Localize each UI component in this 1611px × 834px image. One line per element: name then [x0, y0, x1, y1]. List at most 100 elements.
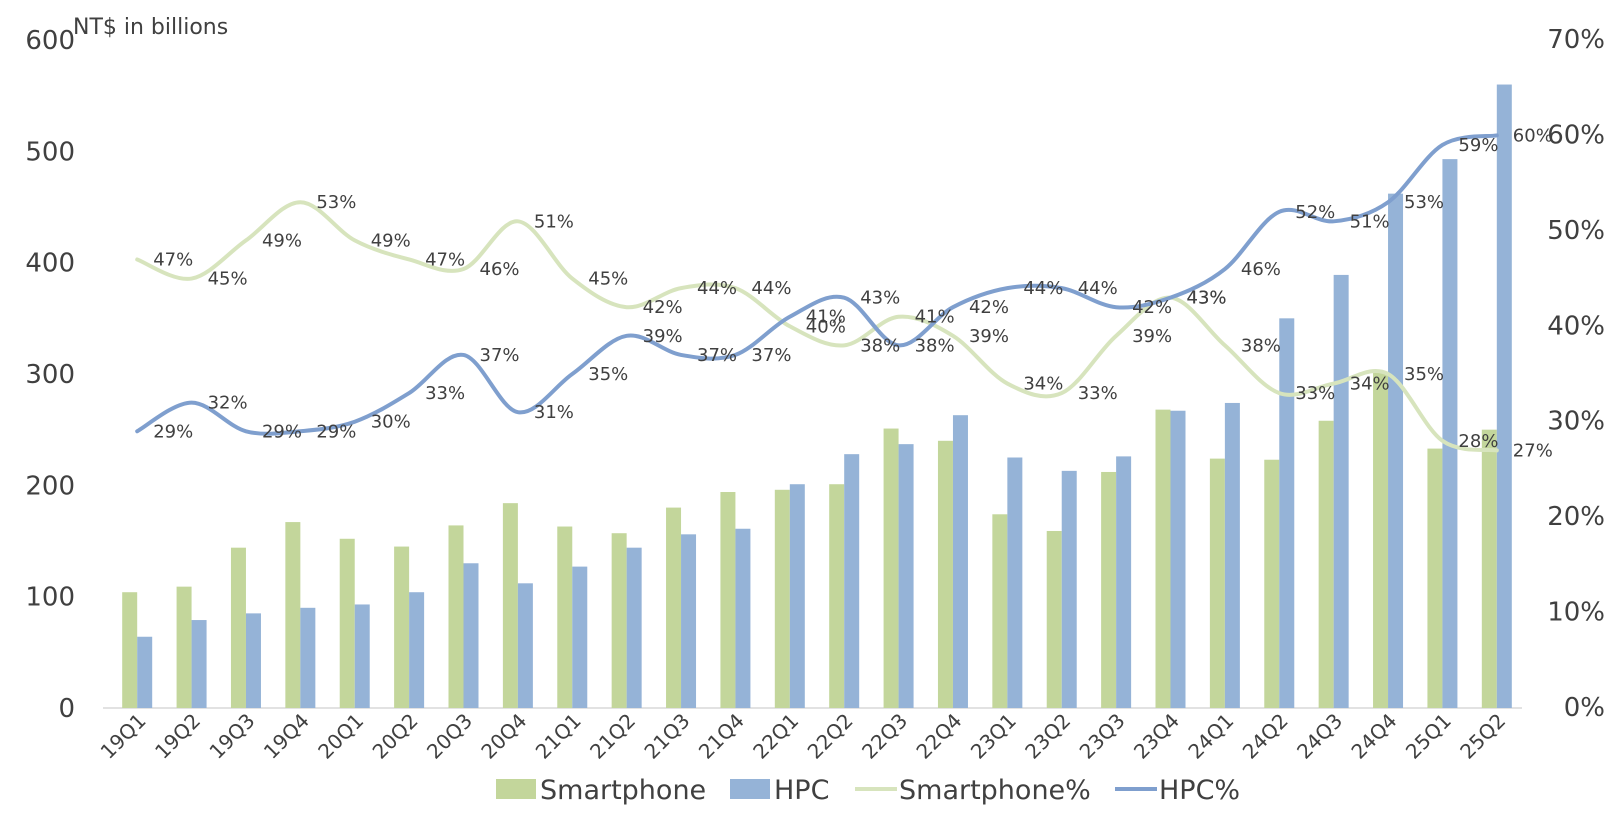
hpc-pct-data-label: 52% [1295, 202, 1335, 223]
left-tick-label: 200 [25, 471, 75, 501]
smartphone-pct-data-label: 39% [969, 326, 1009, 347]
smartphone-bar [557, 526, 573, 708]
smartphone-pct-data-label: 38% [860, 335, 900, 356]
hpc-pct-data-label: 39% [643, 326, 683, 347]
hpc-pct-data-label: 35% [588, 364, 628, 385]
smartphone-bar [611, 533, 627, 708]
hpc-pct-data-label: 37% [480, 345, 520, 366]
smartphone-pct-data-label: 40% [806, 316, 846, 337]
smartphone-pct-data-label: 49% [262, 230, 302, 251]
x-tick-label: 23Q1 [966, 709, 1021, 764]
x-tick-label: 24Q2 [1238, 709, 1293, 764]
hpc-pct-data-label: 29% [316, 421, 356, 442]
smartphone-pct-legend-label: Smartphone% [899, 775, 1091, 806]
hpc-bar [1496, 84, 1512, 709]
right-tick-label: 70% [1547, 25, 1605, 55]
right-tick-label: 20% [1547, 502, 1605, 532]
hpc-bar [952, 415, 968, 708]
right-tick-label: 50% [1547, 216, 1605, 246]
hpc-bar [1333, 274, 1349, 708]
x-tick-label: 25Q2 [1455, 709, 1510, 764]
hpc-pct-data-label: 31% [534, 402, 574, 423]
x-tick-label: 24Q4 [1346, 709, 1401, 764]
hpc-pct-line [135, 133, 1499, 436]
smartphone-legend-label: Smartphone [540, 775, 706, 806]
hpc-bar [137, 636, 153, 708]
x-tick-label: 23Q3 [1075, 709, 1130, 764]
x-tick-label: 20Q1 [313, 709, 368, 764]
smartphone-bar [1373, 371, 1389, 708]
smartphone-bar [1155, 409, 1171, 708]
x-tick-label: 21Q2 [585, 709, 640, 764]
smartphone-pct-data-label: 45% [588, 269, 628, 290]
hpc-bar [735, 528, 751, 708]
smartphone-pct-data-label: 44% [697, 278, 737, 299]
hpc-bar [1116, 456, 1132, 708]
hpc-pct-data-label: 42% [969, 297, 1009, 318]
right-tick-label: 40% [1547, 311, 1605, 341]
hpc-bar [626, 547, 642, 708]
hpc-pct-data-label: 29% [262, 421, 302, 442]
smartphone-bar [1427, 448, 1443, 708]
hpc-pct-data-label: 37% [751, 345, 791, 366]
x-tick-label: 19Q1 [96, 709, 151, 764]
hpc-bar [1007, 457, 1023, 708]
hpc-bar [789, 484, 805, 708]
hpc-pct-data-label: 30% [371, 412, 411, 433]
smartphone-bar [774, 489, 790, 708]
smartphone-bar [992, 514, 1008, 708]
smartphone-bar [448, 525, 464, 708]
hpc-bar [409, 592, 425, 708]
legend: Smartphone HPC Smartphone% HPC% [496, 775, 1240, 806]
hpc-pct-data-label: 60% [1513, 125, 1553, 146]
x-tick-label: 20Q2 [368, 709, 423, 764]
hpc-bar [300, 607, 316, 708]
x-tick-label: 25Q1 [1401, 709, 1456, 764]
x-tick-label: 21Q3 [639, 709, 694, 764]
smartphone-bar [1481, 429, 1497, 708]
smartphone-bar [666, 507, 682, 708]
x-tick-label: 22Q2 [803, 709, 858, 764]
smartphone-bar [230, 547, 246, 708]
x-tick-label: 20Q4 [476, 709, 531, 764]
hpc-bar [1279, 318, 1295, 708]
hpc-bar [245, 613, 261, 708]
smartphone-bar [1046, 530, 1062, 708]
x-tick-label: 22Q4 [911, 709, 966, 764]
smartphone-bar [1209, 458, 1225, 708]
smartphone-pct-data-label: 47% [153, 249, 193, 270]
hpc-pct-data-label: 42% [1132, 297, 1172, 318]
left-tick-label: 0 [58, 694, 75, 724]
hpc-bar [572, 566, 588, 708]
hpc-pct-data-label: 53% [1404, 192, 1444, 213]
x-tick-label: 20Q3 [422, 709, 477, 764]
smartphone-pct-data-label: 35% [1404, 364, 1444, 385]
data-labels: 47% 45% 49% 53% 49% 47% 46% 51% 45% 42% 44% 44% 40% 3… [153, 125, 1553, 461]
smartphone-bar [285, 522, 301, 708]
smartphone-pct-line [135, 200, 1499, 453]
smartphone-pct-data-label: 44% [751, 278, 791, 299]
hpc-bar [844, 454, 860, 708]
smartphone-bar [176, 586, 192, 708]
hpc-bar [1224, 402, 1240, 708]
hpc-legend-swatch [730, 779, 770, 799]
hpc-bar [1061, 470, 1077, 708]
hpc-pct-data-label: 38% [915, 335, 955, 356]
smartphone-pct-data-label: 43% [1187, 288, 1227, 309]
x-tick-label: 19Q2 [150, 709, 205, 764]
hpc-pct-data-label: 44% [1023, 278, 1063, 299]
hpc-bar [463, 563, 479, 708]
right-tick-label: 10% [1547, 598, 1605, 628]
smartphone-pct-data-label: 34% [1023, 374, 1063, 395]
x-tick-label: 21Q4 [694, 709, 749, 764]
hpc-pct-data-label: 33% [425, 383, 465, 404]
smartphone-pct-data-label: 49% [371, 230, 411, 251]
smartphone-pct-data-label: 46% [480, 259, 520, 280]
x-tick-label: 23Q4 [1129, 709, 1184, 764]
hpc-bar [191, 620, 207, 708]
hpc-bar [1442, 159, 1458, 709]
smartphone-bar [339, 538, 355, 708]
hpc-pct-data-label: 44% [1078, 278, 1118, 299]
series-lines [135, 133, 1499, 453]
